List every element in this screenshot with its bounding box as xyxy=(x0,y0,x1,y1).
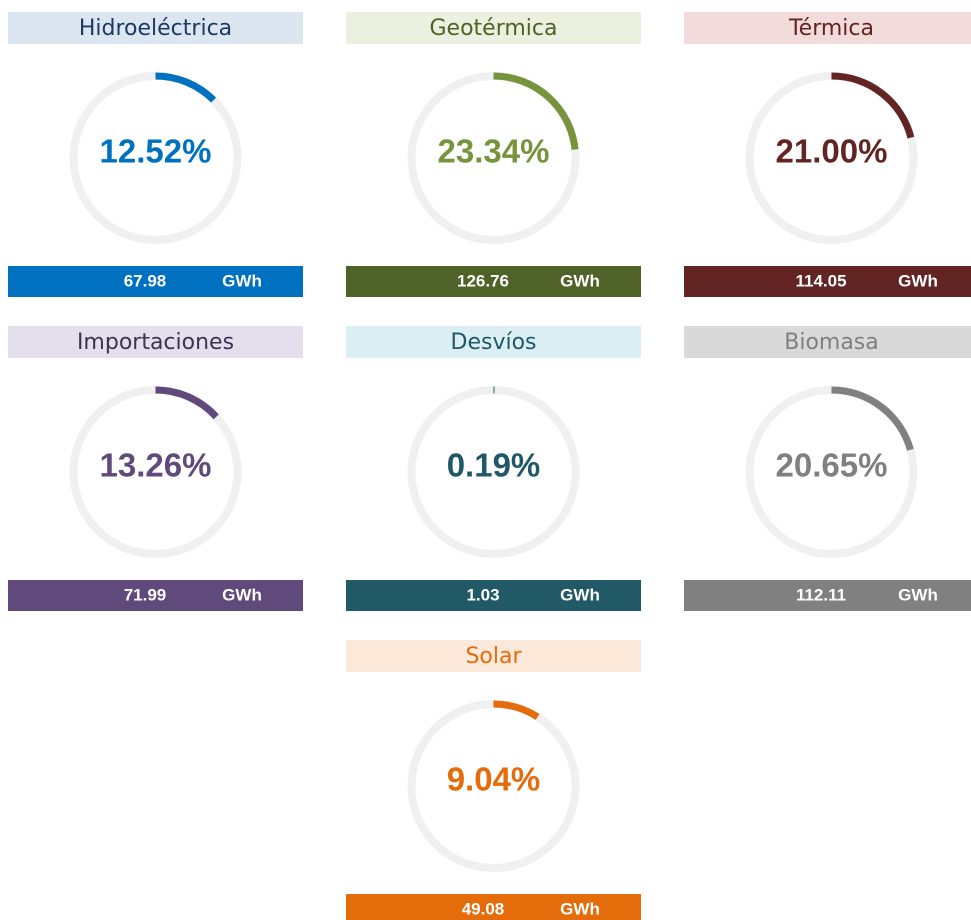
title: Solar xyxy=(465,644,522,669)
title: Desvíos xyxy=(451,330,537,355)
title: Importaciones xyxy=(77,330,234,355)
energy-value: 1.03 xyxy=(466,585,499,604)
title-bg xyxy=(346,326,641,358)
energy-bar xyxy=(346,266,641,297)
percent-label: 0.19% xyxy=(447,447,541,484)
energy-value: 67.98 xyxy=(124,271,167,290)
gauge-arc xyxy=(155,386,219,420)
percent-label: 23.34% xyxy=(438,133,550,170)
percent-label: 21.00% xyxy=(776,133,888,170)
energy-unit: GWh xyxy=(560,585,600,604)
energy-bar xyxy=(684,580,971,611)
energy-value: 49.08 xyxy=(462,899,505,918)
energy-bar xyxy=(346,580,641,611)
energy-value: 71.99 xyxy=(124,585,167,604)
title-bg xyxy=(684,326,971,358)
gauge-arc xyxy=(831,386,914,451)
energy-unit: GWh xyxy=(222,585,262,604)
energy-unit: GWh xyxy=(898,585,938,604)
percent-label: 13.26% xyxy=(100,447,212,484)
title: Hidroeléctrica xyxy=(79,16,232,41)
gauge-arc xyxy=(155,72,217,103)
title-bg xyxy=(346,12,641,44)
energy-unit: GWh xyxy=(222,271,262,290)
gauge-arc xyxy=(493,72,579,150)
energy-unit: GWh xyxy=(560,271,600,290)
title-bg xyxy=(8,326,303,358)
energy-bar xyxy=(8,266,303,297)
energy-bar xyxy=(8,580,303,611)
energy-value: 112.11 xyxy=(796,585,846,604)
gauge-arc xyxy=(831,72,915,139)
energy-value: 114.05 xyxy=(795,271,846,290)
energy-bar xyxy=(684,266,971,297)
title-bg xyxy=(346,640,641,672)
title: Biomasa xyxy=(784,330,879,355)
title: Térmica xyxy=(788,16,874,41)
energy-value: 126.76 xyxy=(457,271,509,290)
energy-unit: GWh xyxy=(898,271,938,290)
percent-label: 9.04% xyxy=(447,761,541,798)
title-bg xyxy=(684,12,971,44)
energy-bar xyxy=(346,894,641,920)
percent-label: 20.65% xyxy=(776,447,888,484)
gauge-arc xyxy=(493,700,540,720)
percent-label: 12.52% xyxy=(100,133,212,170)
title-bg xyxy=(8,12,303,44)
energy-unit: GWh xyxy=(560,899,600,918)
title: Geotérmica xyxy=(430,16,558,41)
